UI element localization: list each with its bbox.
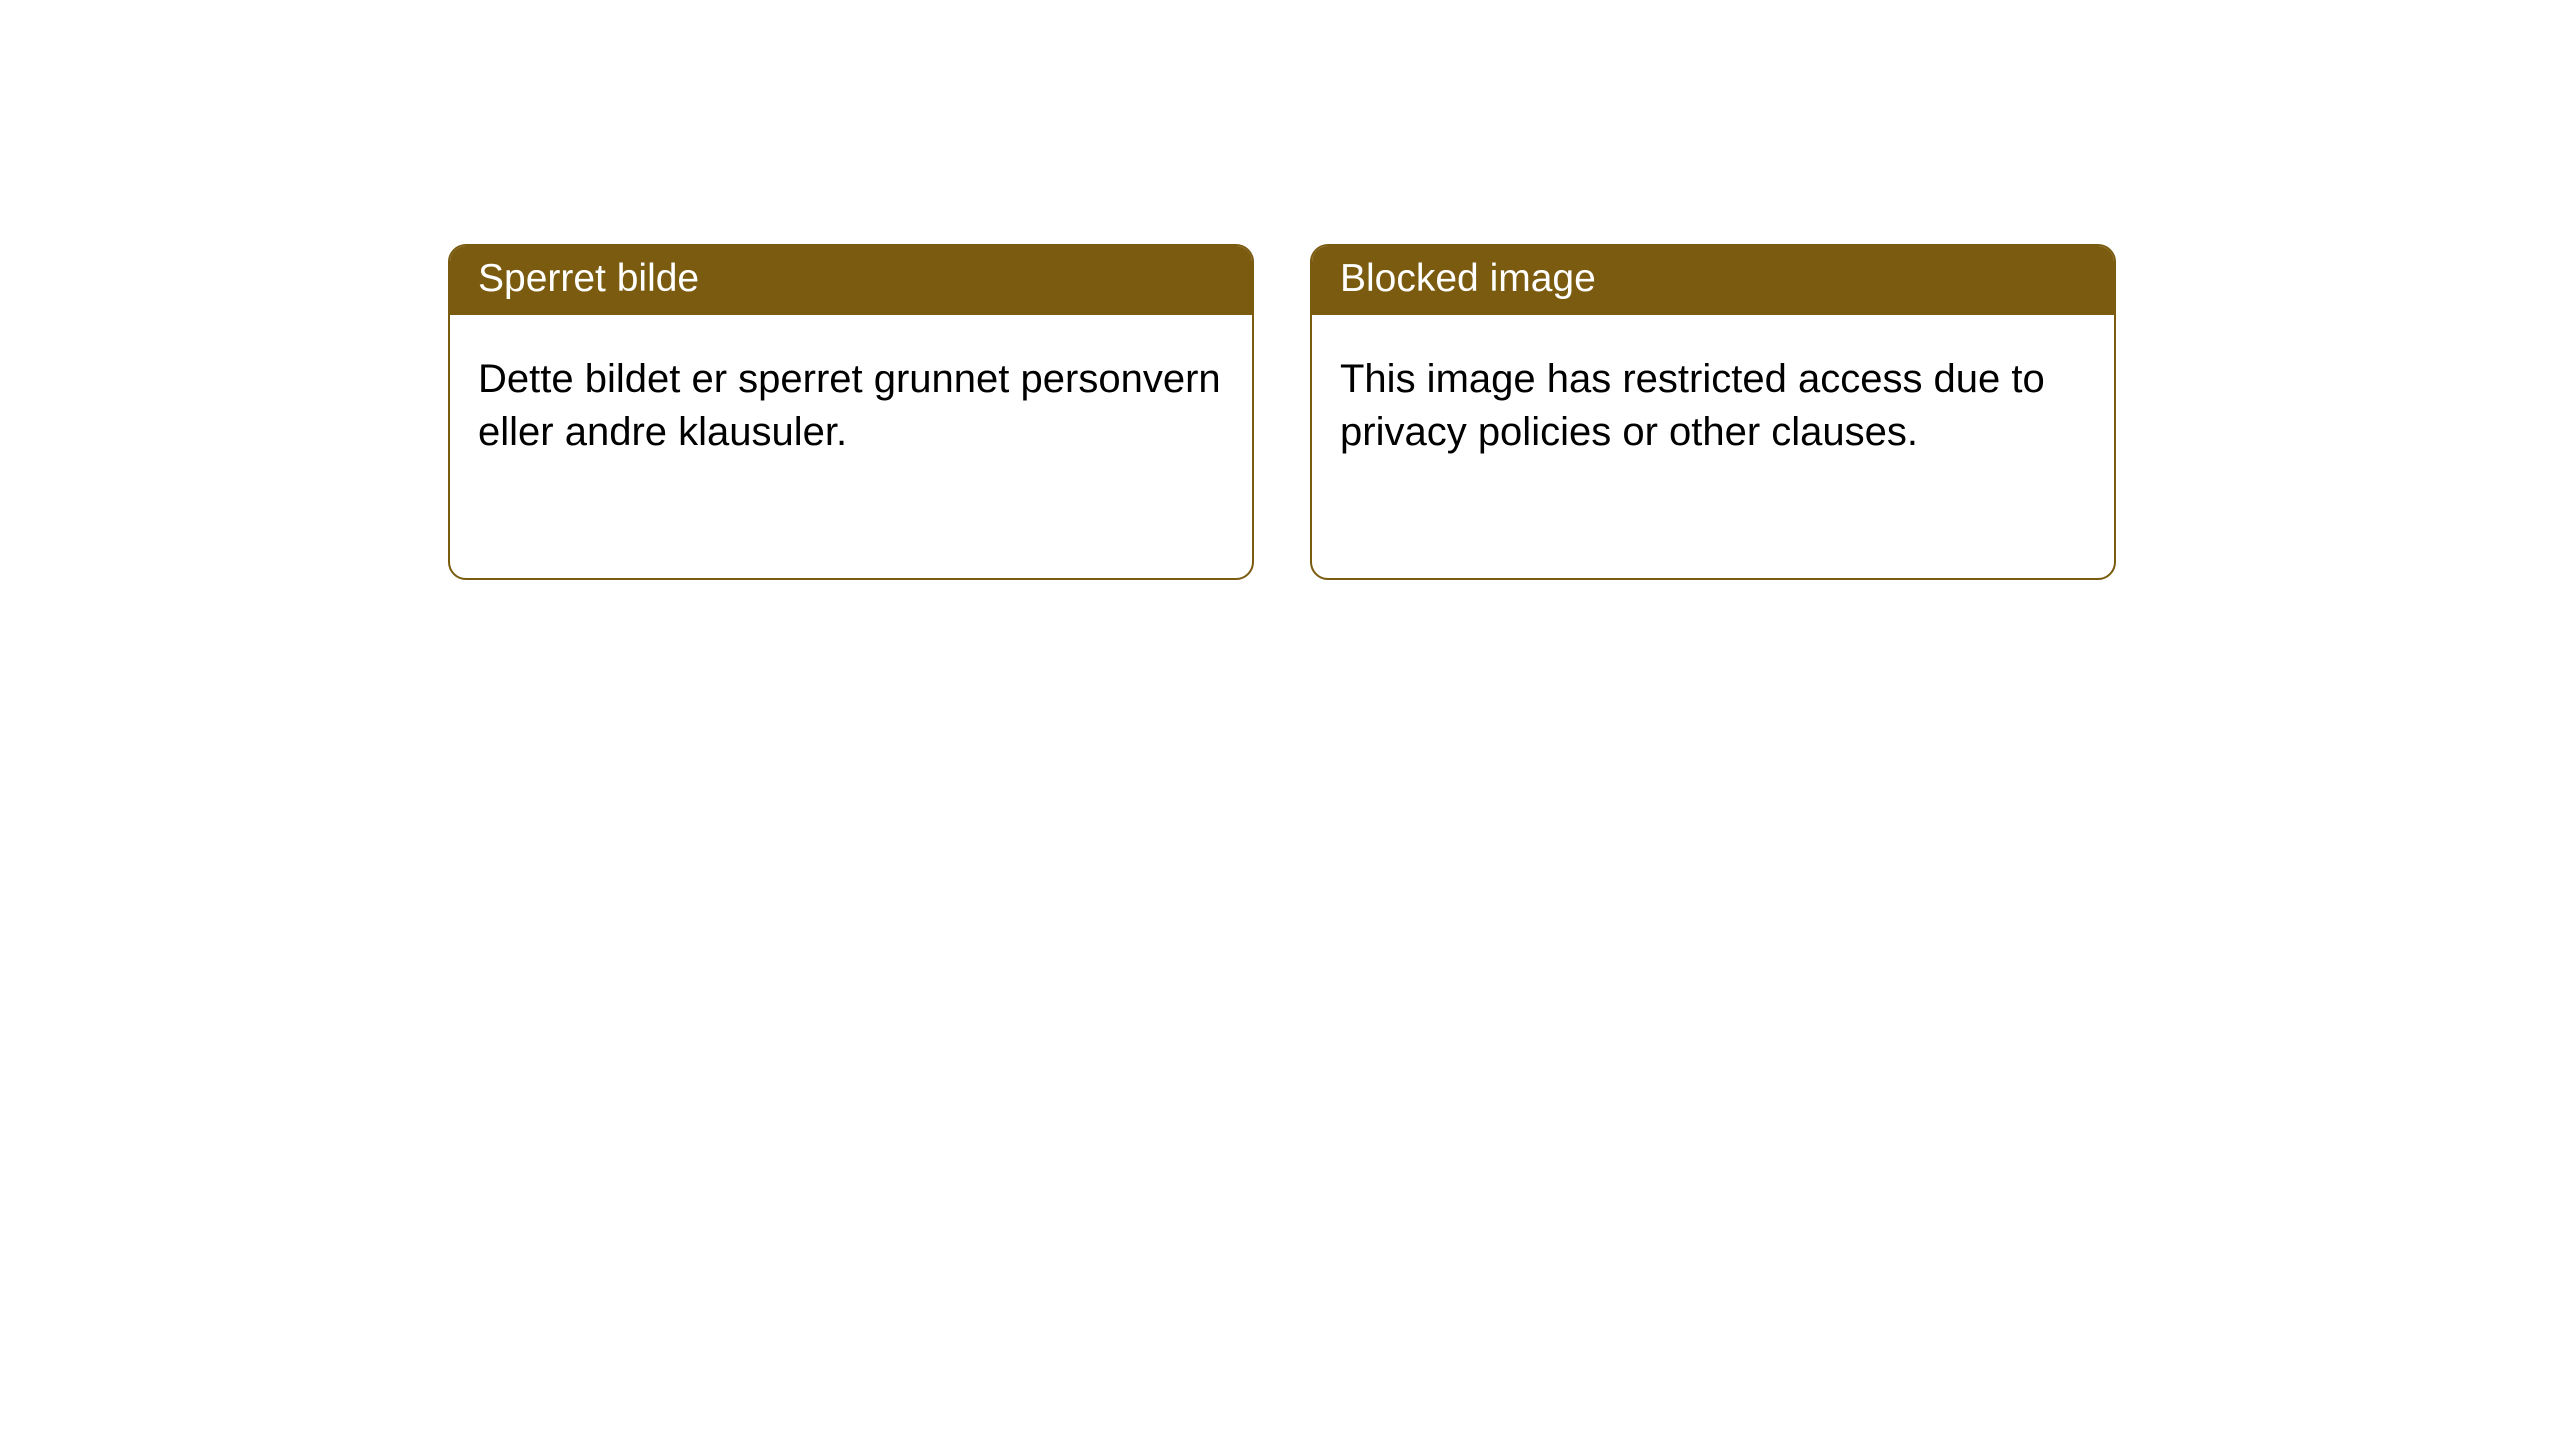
notice-header-en: Blocked image bbox=[1312, 246, 2114, 315]
notice-container: Sperret bilde Dette bildet er sperret gr… bbox=[0, 0, 2560, 580]
notice-card-en: Blocked image This image has restricted … bbox=[1310, 244, 2116, 580]
notice-header-no: Sperret bilde bbox=[450, 246, 1252, 315]
notice-body-en: This image has restricted access due to … bbox=[1312, 315, 2114, 487]
notice-card-no: Sperret bilde Dette bildet er sperret gr… bbox=[448, 244, 1254, 580]
notice-body-no: Dette bildet er sperret grunnet personve… bbox=[450, 315, 1252, 487]
